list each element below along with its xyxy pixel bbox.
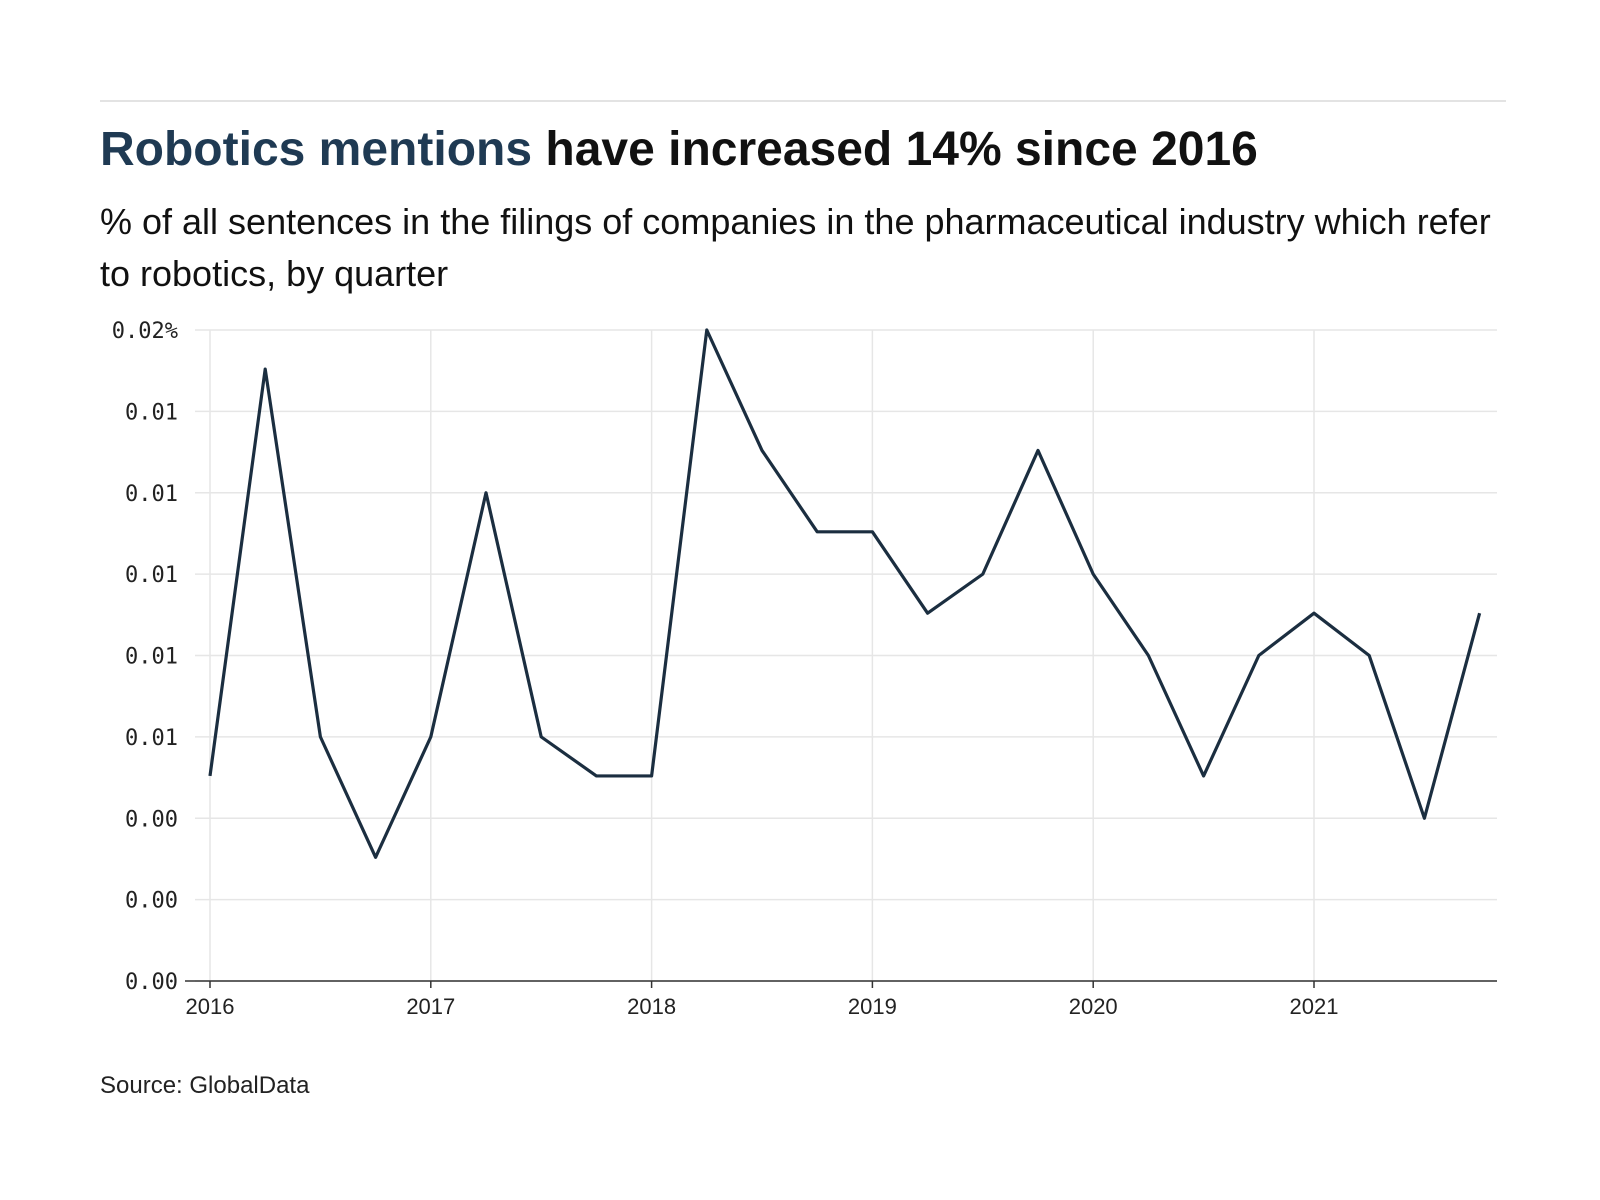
y-tick-label: 0.00 [125,889,178,914]
y-tick-label: 0.01 [125,482,178,507]
top-rule [100,100,1506,102]
y-tick-label: 0.02% [112,319,178,344]
x-tick-label: 2016 [186,994,235,1019]
x-tick-label: 2019 [848,994,897,1019]
y-tick-label: 0.01 [125,563,178,588]
title-highlight: Robotics mentions [100,123,533,176]
x-tick-label: 2021 [1290,994,1339,1019]
chart-subtitle: % of all sentences in the filings of com… [100,201,1491,294]
x-tick-label: 2018 [627,994,676,1019]
y-tick-label: 0.01 [125,400,178,425]
source-note: Source: GlobalData [100,1072,310,1099]
x-tick-label: 2020 [1069,994,1118,1019]
y-tick-label: 0.00 [125,970,178,995]
x-tick-label: 2017 [406,994,455,1019]
y-tick-label: 0.01 [125,645,178,670]
chart-title: Robotics mentions have increased 14% sin… [100,122,1258,177]
y-tick-label: 0.01 [125,726,178,751]
title-rest: have increased 14% since 2016 [532,123,1258,176]
series-line [208,328,1482,859]
y-tick-label: 0.00 [125,807,178,832]
